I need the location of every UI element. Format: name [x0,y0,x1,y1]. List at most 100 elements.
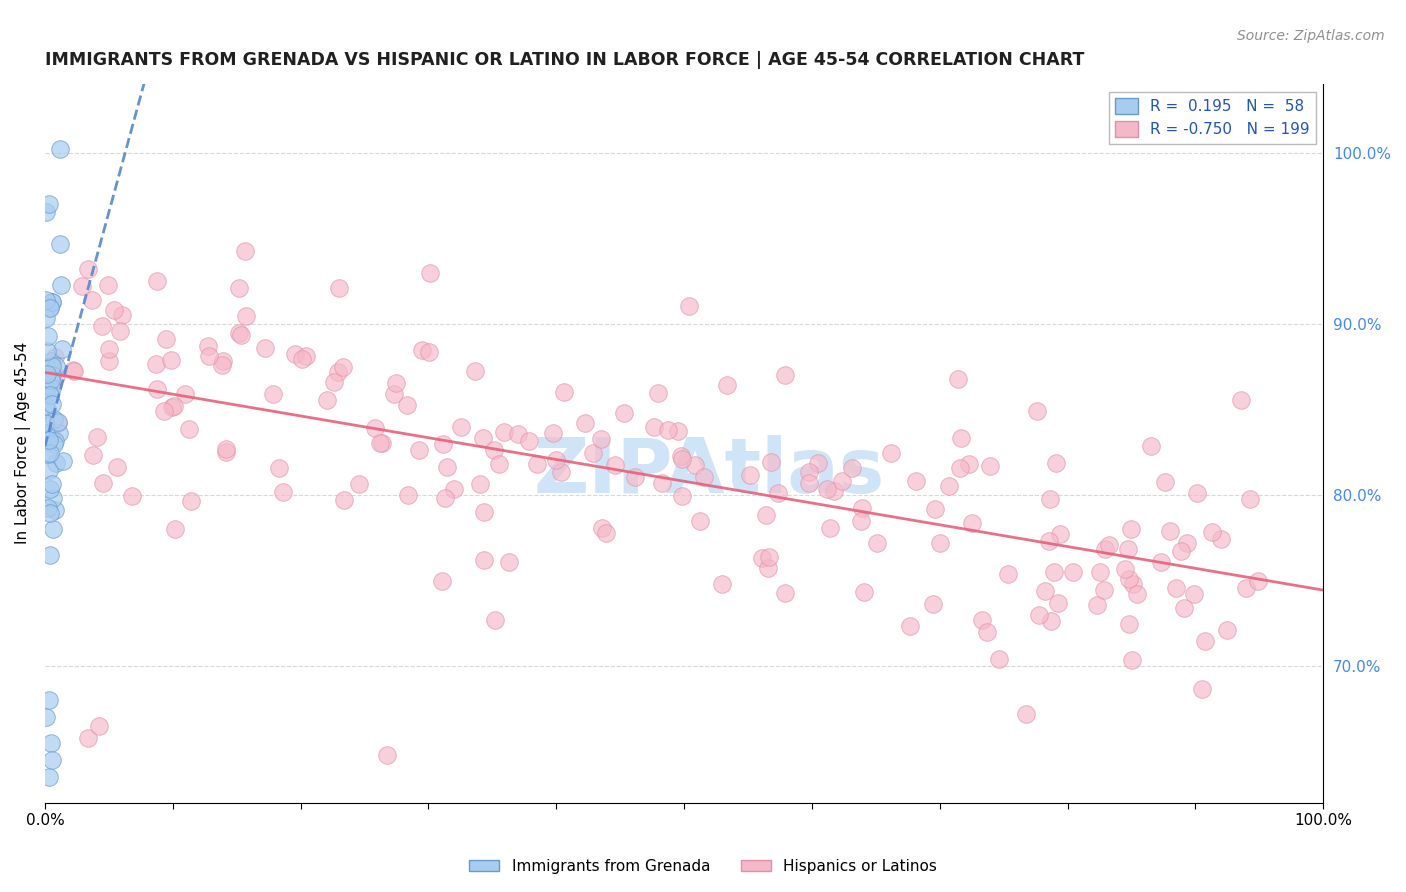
Point [541,425,564,440]
Point [235,309,257,323]
Point [34,434,56,448]
Point [1116,542,1139,557]
Point [1038,533,1060,548]
Point [35,205,58,219]
Point [866,536,889,550]
Point [284,347,307,361]
Y-axis label: In Labor Force | Age 45-54: In Labor Force | Age 45-54 [15,343,31,544]
Point [229,328,252,343]
Point [498,555,520,569]
Point [375,747,398,762]
Legend: R =  0.195   N =  58, R = -0.750   N = 199: R = 0.195 N = 58, R = -0.750 N = 199 [1109,92,1316,144]
Point [494,425,516,439]
Point [716,377,738,392]
Point [41,368,63,383]
Point [103,302,125,317]
Point [949,461,972,475]
Point [39,373,62,387]
Point [38,462,60,476]
Text: ZIPAtlas: ZIPAtlas [534,435,886,509]
Point [574,417,596,431]
Point [1201,524,1223,539]
Point [432,437,454,451]
Point [291,351,314,366]
Point [322,376,344,390]
Point [38,693,60,707]
Point [34,399,56,413]
Point [328,365,350,379]
Point [35,433,58,447]
Point [595,526,617,541]
Point [433,491,456,505]
Point [1098,538,1121,552]
Point [49,278,72,293]
Point [411,343,433,358]
Point [472,431,495,445]
Point [740,468,762,483]
Point [666,425,689,439]
Point [39,354,62,368]
Point [77,731,100,745]
Point [464,364,486,378]
Point [823,484,845,499]
Point [938,479,960,493]
Point [233,244,256,258]
Point [651,475,673,490]
Point [1062,565,1084,579]
Point [105,460,128,475]
Point [582,446,605,460]
Point [472,505,495,519]
Point [44,502,66,516]
Point [1119,522,1142,536]
Point [370,436,392,450]
Point [180,493,202,508]
Point [212,354,235,368]
Point [396,488,419,502]
Point [45,456,67,470]
Point [693,470,716,484]
Point [841,460,863,475]
Point [39,446,62,460]
Point [160,401,183,415]
Point [38,197,60,211]
Point [419,266,441,280]
Point [215,444,238,458]
Point [979,458,1001,473]
Point [328,281,350,295]
Point [450,419,472,434]
Point [45,359,67,373]
Point [35,382,58,396]
Point [316,392,339,407]
Point [39,385,62,400]
Point [39,482,62,496]
Point [254,342,277,356]
Point [946,372,969,386]
Point [408,442,430,457]
Point [678,300,700,314]
Point [41,491,63,506]
Point [35,310,58,325]
Point [48,425,70,440]
Point [145,357,167,371]
Point [385,376,408,391]
Point [1033,584,1056,599]
Point [851,514,873,528]
Point [46,415,69,429]
Point [89,718,111,732]
Point [48,142,70,156]
Point [756,561,779,575]
Point [41,295,63,310]
Point [370,436,392,450]
Point [1090,566,1112,580]
Point [432,574,454,589]
Point [1039,615,1062,629]
Point [1039,491,1062,506]
Point [851,500,873,515]
Point [1234,581,1257,595]
Point [1216,624,1239,638]
Point [1149,556,1171,570]
Point [613,407,636,421]
Point [669,449,692,463]
Point [506,426,529,441]
Point [1122,577,1144,591]
